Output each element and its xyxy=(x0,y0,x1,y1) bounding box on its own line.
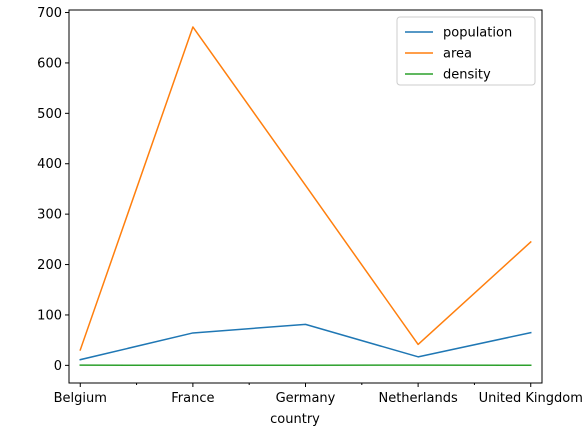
series-line-area xyxy=(79,26,532,351)
x-tick-label: Germany xyxy=(276,391,336,406)
x-tick-label: Belgium xyxy=(54,391,107,406)
x-axis: Belgium France Germany Netherlands United Ki… xyxy=(54,383,583,406)
legend-label-population: population xyxy=(443,26,512,41)
y-tick-label: 600 xyxy=(37,56,62,71)
y-tick-label: 400 xyxy=(37,157,62,172)
y-tick-label: 500 xyxy=(37,107,62,122)
y-axis: 0 100 200 300 400 500 600 700 xyxy=(37,6,69,374)
y-tick-label: 100 xyxy=(37,308,62,323)
legend-label-density: density xyxy=(443,68,491,83)
legend-box xyxy=(396,16,536,86)
x-axis-label: country xyxy=(270,412,320,427)
legend-label-area: area xyxy=(443,47,472,62)
plot-lines xyxy=(79,26,532,367)
x-tick-label: France xyxy=(171,391,214,406)
x-tick-label: United Kingdom xyxy=(479,391,583,406)
x-tick-label: Netherlands xyxy=(378,391,457,406)
y-tick-label: 0 xyxy=(54,359,62,374)
series-line-population xyxy=(79,323,532,361)
y-tick-label: 200 xyxy=(37,258,62,273)
y-tick-label: 700 xyxy=(37,6,62,21)
y-tick-label: 300 xyxy=(37,208,62,223)
legend: population area density xyxy=(396,16,536,86)
